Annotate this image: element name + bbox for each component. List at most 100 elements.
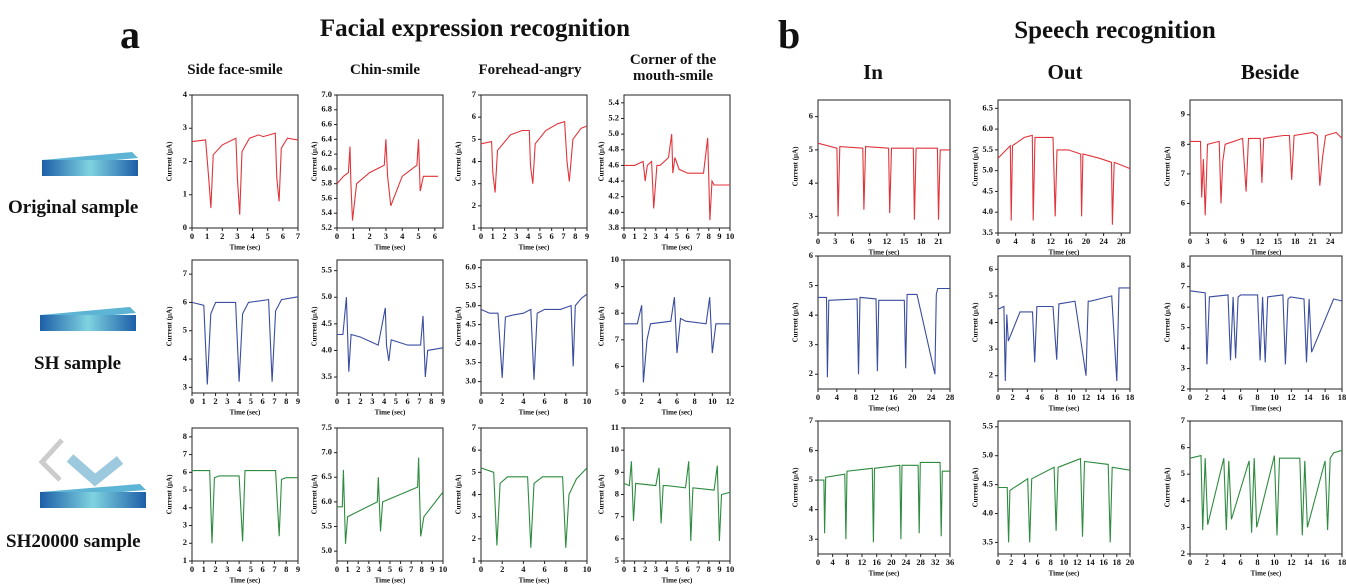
y-tick-label: 6 xyxy=(809,250,813,260)
data-line xyxy=(480,293,588,380)
x-tick-label: 2 xyxy=(643,231,647,241)
x-tick-label: 3 xyxy=(384,231,388,241)
y-tick-label: 7 xyxy=(615,334,620,344)
y-tick-label: 4.8 xyxy=(608,144,619,154)
x-tick-label: 5 xyxy=(416,231,420,241)
data-line xyxy=(997,287,1130,382)
x-axis-label: Time (sec) xyxy=(230,577,261,585)
x-axis-label: Time (sec) xyxy=(869,405,900,413)
x-tick-label: 1 xyxy=(347,396,351,406)
x-tick-label: 6 xyxy=(433,231,437,241)
x-tick-label: 6 xyxy=(542,564,546,574)
sample-sh xyxy=(40,307,136,331)
row-label: SH20000 sample xyxy=(6,531,141,552)
y-tick-label: 4 xyxy=(472,488,477,498)
y-tick-label: 2 xyxy=(472,200,476,210)
x-tick-label: 16 xyxy=(1099,557,1108,567)
x-tick-label: 6 xyxy=(398,564,402,574)
x-tick-label: 20 xyxy=(1126,557,1135,567)
x-tick-label: 10 xyxy=(726,564,735,574)
x-tick-label: 10 xyxy=(1060,557,1069,567)
y-axis-label: Current (μA) xyxy=(455,306,463,346)
data-line xyxy=(337,297,444,378)
y-tick-label: 5.4 xyxy=(321,207,332,217)
y-tick-label: 4.5 xyxy=(321,318,332,328)
y-tick-label: 3 xyxy=(183,122,187,132)
y-tick-label: 6 xyxy=(183,466,187,476)
x-tick-label: 8 xyxy=(284,564,288,574)
y-tick-label: 5 xyxy=(809,280,813,290)
y-tick-label: 4.0 xyxy=(982,206,993,216)
x-axis-label: Time (sec) xyxy=(1251,249,1282,257)
x-tick-label: 0 xyxy=(190,396,194,406)
data-line xyxy=(818,287,950,378)
y-tick-label: 3 xyxy=(183,519,187,529)
x-tick-label: 9 xyxy=(585,231,589,241)
y-tick-label: 5 xyxy=(615,387,619,397)
y-tick-label: 5.6 xyxy=(321,192,332,202)
y-tick-label: 10 xyxy=(611,254,620,264)
column-title: Forehead-angry xyxy=(478,62,582,78)
x-tick-label: 18 xyxy=(1338,557,1346,567)
x-tick-label: 16 xyxy=(1321,557,1330,567)
x-tick-label: 4 xyxy=(382,396,387,406)
y-tick-label: 3 xyxy=(809,533,813,543)
x-axis-label: Time (sec) xyxy=(1251,570,1282,578)
y-tick-label: 7 xyxy=(183,268,188,278)
y-tick-label: 3.5 xyxy=(465,357,476,367)
y-tick-label: 5.8 xyxy=(321,178,332,188)
x-tick-label: 4 xyxy=(250,231,255,241)
y-tick-label: 4 xyxy=(809,504,814,514)
x-axis-label: Time (sec) xyxy=(869,249,900,257)
y-tick-label: 6.2 xyxy=(321,148,332,158)
y-axis-label: Current (μA) xyxy=(792,302,800,342)
y-axis-label: Current (μA) xyxy=(311,306,319,346)
x-tick-label: 8 xyxy=(1255,557,1259,567)
plot-frame xyxy=(997,255,1131,390)
x-tick-label: 28 xyxy=(1117,236,1126,246)
y-axis-label: Current (μA) xyxy=(972,302,980,342)
y-tick-label: 1 xyxy=(472,555,476,565)
plot-frame xyxy=(191,427,299,562)
x-tick-label: 12 xyxy=(726,396,735,406)
y-tick-label: 3 xyxy=(1181,362,1185,372)
x-axis-label: Time (sec) xyxy=(662,577,693,585)
x-tick-label: 3 xyxy=(235,231,239,241)
y-tick-label: 6.4 xyxy=(321,133,332,143)
x-axis-label: Time (sec) xyxy=(375,409,406,417)
x-tick-label: 5 xyxy=(266,231,270,241)
y-axis-label: Current (μA) xyxy=(1164,146,1172,186)
data-line xyxy=(1190,131,1343,216)
x-axis-label: Time (sec) xyxy=(375,244,406,252)
x-tick-label: 6 xyxy=(1239,392,1243,402)
x-tick-label: 3 xyxy=(1205,236,1209,246)
y-tick-label: 5.2 xyxy=(608,112,619,122)
x-axis-label: Time (sec) xyxy=(1049,405,1080,413)
plot-frame xyxy=(480,259,588,394)
x-tick-label: 24 xyxy=(1326,236,1335,246)
y-axis-label: Current (μA) xyxy=(455,474,463,514)
y-tick-label: 4 xyxy=(809,177,814,187)
plot-frame xyxy=(1189,420,1343,555)
x-tick-label: 5 xyxy=(394,396,398,406)
x-tick-label: 14 xyxy=(1304,557,1313,567)
x-tick-label: 15 xyxy=(900,236,909,246)
x-tick-label: 0 xyxy=(479,564,483,574)
y-tick-label: 6 xyxy=(472,111,476,121)
y-tick-label: 5 xyxy=(1181,322,1185,332)
x-tick-label: 2 xyxy=(1205,392,1209,402)
y-tick-label: 6.5 xyxy=(982,102,993,112)
y-tick-label: 6 xyxy=(809,445,813,455)
x-tick-label: 8 xyxy=(284,396,288,406)
x-tick-label: 18 xyxy=(1126,392,1135,402)
y-tick-label: 6.8 xyxy=(321,104,332,114)
plot-frame xyxy=(336,427,444,562)
x-tick-label: 1 xyxy=(632,564,636,574)
x-tick-label: 32 xyxy=(931,557,940,567)
y-tick-label: 5.5 xyxy=(465,281,476,291)
x-tick-label: 2 xyxy=(643,564,647,574)
